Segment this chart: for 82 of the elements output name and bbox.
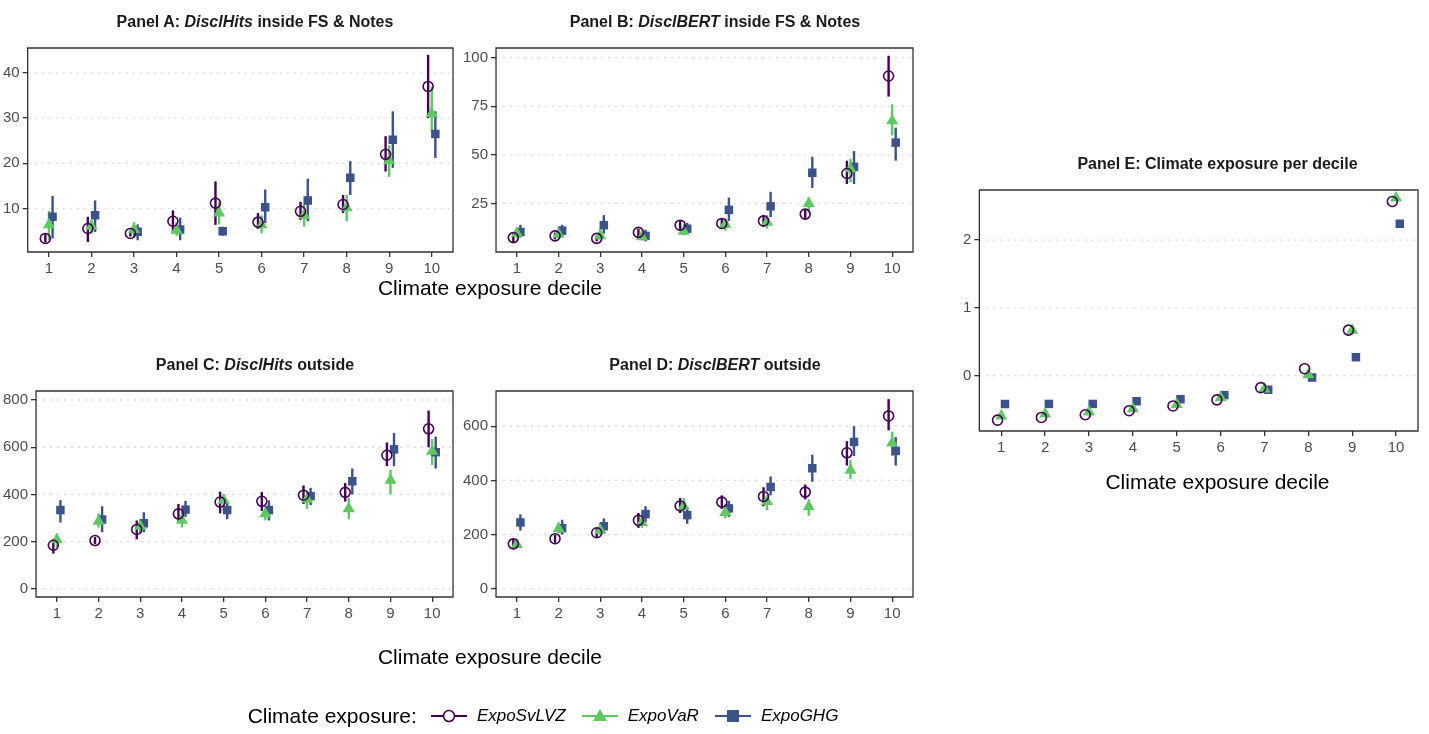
x-tick-label: 3 (136, 604, 145, 622)
x-tick-label: 3 (596, 259, 605, 277)
x-tick-label: 4 (637, 259, 647, 277)
x-tick-label: 1 (512, 259, 522, 277)
x-tick-label: 10 (423, 259, 441, 277)
legend-title: Climate exposure: (247, 704, 417, 727)
x-tick-label: 5 (679, 259, 688, 277)
y-tick-label: 0 (479, 579, 489, 597)
x-tick-label: 4 (1128, 438, 1138, 456)
x-tick-label: 4 (177, 604, 187, 622)
x-tick-label: 2 (554, 604, 563, 622)
y-tick-label: 10 (3, 198, 20, 216)
x-tick-label: 6 (257, 259, 266, 277)
x-tick-label: 9 (1348, 438, 1357, 456)
x-tick-label: 2 (554, 259, 563, 277)
chart-title: Panel A: DisclHits inside FS & Notes (116, 13, 394, 30)
y-tick-label: 100 (463, 47, 489, 65)
y-tick-label: 200 (463, 524, 489, 542)
x-tick-label: 9 (385, 259, 394, 277)
x-tick-label: 5 (1172, 438, 1181, 456)
x-axis-title: Climate exposure decile (1104, 470, 1331, 494)
x-tick-label: 2 (87, 259, 96, 277)
y-tick-label: 200 (3, 531, 29, 549)
y-tick-label: 30 (3, 108, 20, 126)
x-tick-label: 9 (386, 604, 395, 622)
x-tick-label: 6 (721, 604, 730, 622)
x-tick-label: 7 (302, 604, 312, 622)
x-tick-label: 5 (214, 259, 224, 277)
x-tick-label: 10 (883, 259, 901, 277)
y-tick-label: 50 (471, 145, 489, 162)
x-tick-label: 10 (423, 604, 441, 622)
chart-title: Panel B: DisclBERT inside FS & Notes (569, 13, 861, 30)
y-tick-label: 25 (471, 193, 489, 211)
y-tick-label: 40 (3, 63, 20, 81)
chart-title: Panel D: DisclBERT outside (609, 356, 821, 373)
chart-title: Panel C: DisclHits outside (155, 356, 355, 373)
legend-label: ExpoGHG (760, 706, 839, 725)
x-tick-label: 1 (52, 604, 62, 622)
x-tick-label: 6 (721, 259, 730, 277)
x-tick-label: 3 (129, 259, 139, 277)
x-tick-label: 1 (44, 259, 54, 277)
x-axis-title: Climate exposure decile (376, 276, 604, 300)
y-tick-label: 600 (463, 416, 489, 434)
x-tick-label: 7 (762, 259, 772, 277)
y-tick-label: 600 (3, 437, 29, 455)
x-tick-label: 8 (804, 604, 813, 622)
y-tick-label: 800 (3, 390, 29, 408)
x-tick-label: 4 (637, 604, 647, 622)
x-tick-label: 10 (1387, 438, 1405, 456)
x-tick-label: 6 (261, 604, 270, 622)
y-tick-label: 400 (463, 470, 489, 488)
x-tick-label: 4 (172, 259, 181, 277)
x-tick-label: 7 (1260, 438, 1269, 456)
x-tick-label: 10 (883, 604, 901, 622)
x-tick-label: 7 (762, 604, 772, 622)
x-tick-label: 2 (94, 604, 103, 622)
x-tick-label: 8 (344, 604, 353, 622)
x-tick-label: 9 (846, 259, 855, 277)
y-tick-label: 20 (3, 153, 20, 171)
legend-label: ExpoVaR (627, 706, 699, 725)
x-tick-label: 7 (299, 259, 309, 277)
y-tick-label: 2 (963, 230, 972, 248)
y-tick-label: 75 (471, 96, 489, 114)
x-tick-label: 1 (512, 604, 522, 622)
x-tick-label: 1 (997, 438, 1006, 456)
x-tick-label: 8 (804, 259, 813, 277)
x-tick-label: 8 (342, 259, 351, 277)
x-tick-label: 3 (596, 604, 605, 622)
y-tick-label: 1 (963, 297, 972, 315)
legend-label: ExpoSvLVZ (476, 706, 566, 725)
x-tick-label: 8 (1304, 438, 1313, 456)
chart-title: Panel E: Climate exposure per decile (1077, 155, 1358, 172)
y-tick-label: 400 (3, 484, 29, 502)
x-tick-label: 5 (219, 604, 228, 622)
x-axis-title: Climate exposure decile (376, 645, 604, 669)
x-tick-label: 9 (846, 604, 855, 622)
y-tick-label: 0 (19, 579, 29, 597)
y-tick-label: 0 (963, 365, 972, 383)
x-tick-label: 6 (1216, 438, 1225, 456)
x-tick-label: 3 (1084, 438, 1094, 456)
x-tick-label: 2 (1040, 438, 1050, 456)
x-tick-label: 5 (679, 604, 688, 622)
